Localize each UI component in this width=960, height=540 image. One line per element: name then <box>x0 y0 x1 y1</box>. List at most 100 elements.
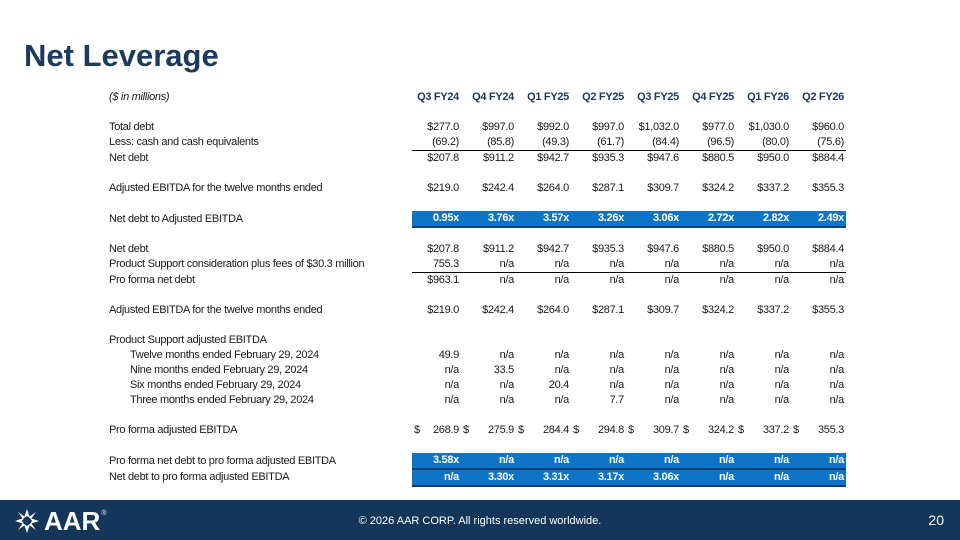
cell-value: 309.7 <box>652 424 679 436</box>
table-cell: n/a <box>444 394 460 406</box>
table-cell: 49.9 <box>438 349 460 361</box>
table-cell: n/a <box>609 274 625 286</box>
column-header: Q3 FY25 <box>637 90 679 103</box>
row-label: Net debt to Adjusted EBITDA <box>109 212 243 225</box>
table-row-twelve-months: Twelve months ended February 29, 2024 49.… <box>108 348 846 363</box>
table-row-pf-net-debt-to-pf-ebitda: Pro forma net debt to pro forma adjusted… <box>108 453 846 470</box>
table-cell <box>412 333 461 348</box>
registered-mark: ® <box>101 510 107 517</box>
table-cell: 3.06x <box>626 211 681 228</box>
table-cell: 3.57x <box>516 211 571 228</box>
spacer-row <box>108 166 846 181</box>
table-cell: $997.0 <box>482 121 514 133</box>
table-cell: 3.17x <box>571 469 626 487</box>
table-cell: n/a <box>791 453 846 470</box>
table-cell: $284.4 <box>516 423 571 438</box>
table-cell: n/a <box>664 349 680 361</box>
table-cell: n/a <box>499 274 515 286</box>
table-cell: n/a <box>516 257 571 273</box>
row-label: Net debt <box>109 243 149 255</box>
table-cell: $960.0 <box>812 121 844 133</box>
table-cell: $324.2 <box>702 304 734 316</box>
table-cell: n/a <box>774 394 790 406</box>
spacer-row <box>108 318 846 333</box>
cell-value: 294.8 <box>597 424 624 436</box>
currency-symbol: $ <box>683 424 689 436</box>
table-cell: $963.1 <box>427 274 459 286</box>
table-cell: n/a <box>554 349 570 361</box>
row-label: Pro forma adjusted EBITDA <box>109 424 238 436</box>
table-cell: n/a <box>444 379 460 391</box>
table-cell: $294.8 <box>571 423 626 438</box>
table-cell: $355.3 <box>791 423 846 438</box>
spacer-row <box>108 438 846 453</box>
table-cell: 2.82x <box>736 211 791 228</box>
table-cell: $277.0 <box>427 121 459 133</box>
table-cell: $977.0 <box>702 121 734 133</box>
table-cell: n/a <box>461 257 516 273</box>
table-cell: 3.30x <box>461 469 516 487</box>
table-cell <box>626 333 681 348</box>
table-cell: n/a <box>829 274 845 286</box>
table-cell: 3.26x <box>571 211 626 228</box>
table-cell: n/a <box>554 364 570 376</box>
currency-symbol: $ <box>463 424 469 436</box>
table-cell: n/a <box>626 453 681 470</box>
table-cell: n/a <box>609 379 625 391</box>
table-cell: n/a <box>571 453 626 470</box>
table-cell: n/a <box>554 274 570 286</box>
row-label: Product Support adjusted EBITDA <box>109 334 267 346</box>
table-cell: n/a <box>571 257 626 273</box>
logo-wordmark: AAR <box>44 506 101 536</box>
table-cell: $337.2 <box>736 423 791 438</box>
table-cell: n/a <box>791 257 846 273</box>
table-cell: $324.2 <box>681 423 736 438</box>
table-cell: $219.0 <box>427 182 459 194</box>
table-cell: (61.7) <box>571 135 626 151</box>
spacer-cell <box>108 288 846 303</box>
cell-value: 324.2 <box>707 424 734 436</box>
table-cell: 20.4 <box>548 379 570 391</box>
table-row-net-debt-2: Net debt $207.8 $911.2 $942.7 $935.3 $947.6 $8… <box>108 242 846 257</box>
table-cell: n/a <box>681 257 736 273</box>
table-cell: n/a <box>829 364 845 376</box>
cell-value: 284.4 <box>542 424 569 436</box>
cell-value: 355.3 <box>817 424 844 436</box>
table-cell: (80.0) <box>736 135 791 151</box>
table-cell: n/a <box>664 379 680 391</box>
table-row-pro-forma-net-debt: Pro forma net debt $963.1 n/a n/a n/a n/a n/a n… <box>108 273 846 289</box>
table-row-adj-ebitda: Adjusted EBITDA for the twelve months en… <box>108 181 846 196</box>
table-cell: n/a <box>664 274 680 286</box>
table-cell: n/a <box>791 469 846 487</box>
spacer-row <box>108 408 846 423</box>
row-label: Adjusted EBITDA for the twelve months en… <box>109 182 323 194</box>
table-row-ps-adj-ebitda: Product Support adjusted EBITDA <box>108 333 846 348</box>
table-cell: n/a <box>774 349 790 361</box>
table-cell: (85.8) <box>461 135 516 151</box>
table-cell: n/a <box>444 364 460 376</box>
table-cell: n/a <box>736 257 791 273</box>
table-cell <box>681 333 736 348</box>
table-cell: $268.9 <box>412 423 461 438</box>
spacer-cell <box>108 438 846 453</box>
table-cell: 755.3 <box>412 257 461 273</box>
spacer-cell <box>108 318 846 333</box>
table-cell: $1,030.0 <box>748 121 790 133</box>
row-label: Pro forma net debt <box>109 273 195 286</box>
table-cell: $264.0 <box>537 182 569 194</box>
row-label: Three months ended February 29, 2024 <box>130 394 314 406</box>
table-cell: n/a <box>774 274 790 286</box>
table-cell: n/a <box>664 364 680 376</box>
table-cell: $935.3 <box>592 152 624 164</box>
spacer-row <box>108 196 846 211</box>
spacer-row <box>108 105 846 120</box>
cell-value: 275.9 <box>487 424 514 436</box>
table-cell: n/a <box>681 469 736 487</box>
table-cell: $947.6 <box>647 152 679 164</box>
table-cell: 0.95x <box>412 211 461 228</box>
header-row: ($ in millions) Q3 FY24 Q4 FY24 Q1 FY25 Q2 F… <box>108 89 846 105</box>
spacer-cell <box>108 408 846 423</box>
table-row-product-support: Product Support consideration plus fees … <box>108 257 846 273</box>
table-cell: $309.7 <box>647 304 679 316</box>
row-label: Six months ended February 29, 2024 <box>130 379 301 391</box>
